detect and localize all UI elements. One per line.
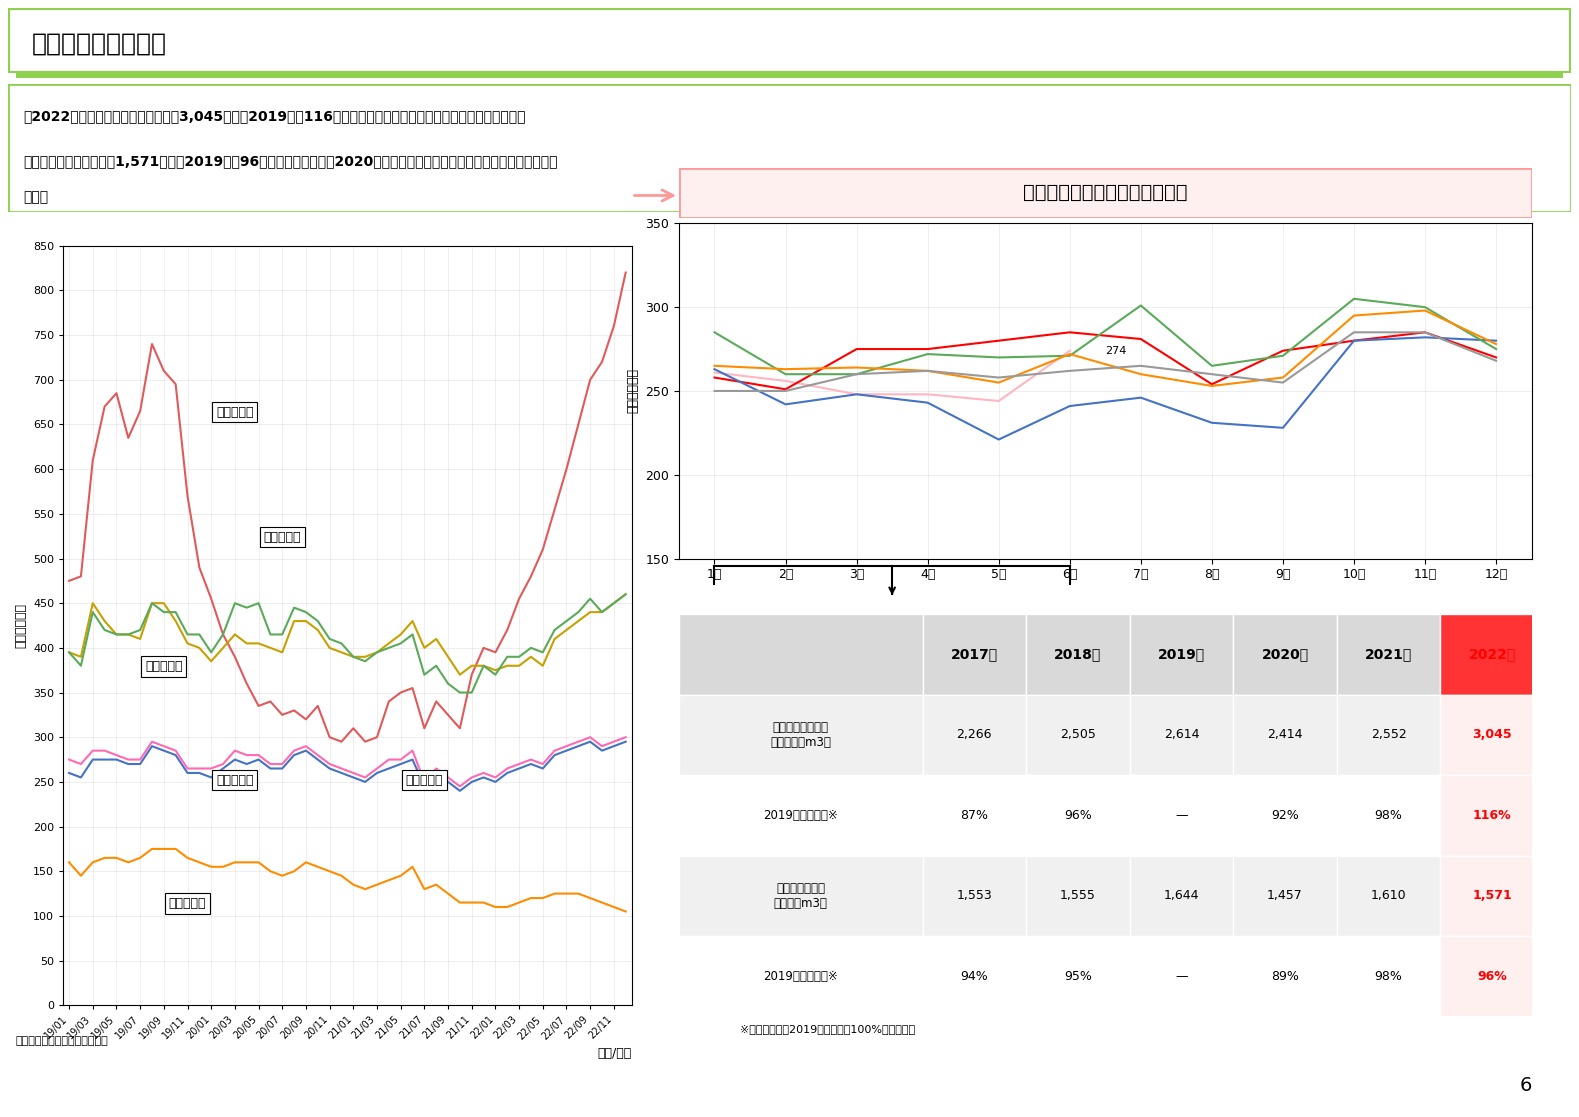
FancyBboxPatch shape bbox=[679, 614, 922, 695]
FancyBboxPatch shape bbox=[922, 614, 1026, 695]
Text: 2019年: 2019年 bbox=[1157, 648, 1205, 661]
Text: 2,614: 2,614 bbox=[1164, 728, 1198, 742]
FancyBboxPatch shape bbox=[1337, 936, 1440, 1016]
Text: ・2022年１～６月の原木の入荷量は3,045千㎥（2019年比116％）。現在の原木在庫量は高い水準となっている。: ・2022年１～６月の原木の入荷量は3,045千㎥（2019年比116％）。現在… bbox=[24, 108, 526, 123]
FancyBboxPatch shape bbox=[922, 775, 1026, 856]
Text: １～６月原木入荷
量合計（千m3）: １～６月原木入荷 量合計（千m3） bbox=[771, 720, 831, 750]
Text: 98%: 98% bbox=[1375, 809, 1402, 822]
Text: 92%: 92% bbox=[1271, 809, 1300, 822]
FancyBboxPatch shape bbox=[679, 936, 922, 1016]
FancyBboxPatch shape bbox=[1233, 775, 1337, 856]
FancyBboxPatch shape bbox=[8, 84, 1571, 212]
Text: 96%: 96% bbox=[1478, 970, 1506, 983]
Text: —: — bbox=[1175, 809, 1187, 822]
FancyBboxPatch shape bbox=[1440, 856, 1544, 936]
Text: １～６月出荷量
合計（千m3）: １～６月出荷量 合計（千m3） bbox=[774, 881, 827, 910]
FancyBboxPatch shape bbox=[1440, 936, 1544, 1016]
FancyBboxPatch shape bbox=[1337, 614, 1440, 695]
Text: 合板在庫量: 合板在庫量 bbox=[169, 897, 207, 910]
FancyBboxPatch shape bbox=[1026, 936, 1129, 1016]
Text: —: — bbox=[1175, 970, 1187, 983]
Text: 2022年: 2022年 bbox=[1468, 648, 1516, 661]
Text: 274: 274 bbox=[1105, 346, 1127, 355]
Text: 合板生産量: 合板生産量 bbox=[406, 774, 444, 786]
Text: 1,644: 1,644 bbox=[1164, 889, 1198, 903]
FancyBboxPatch shape bbox=[922, 856, 1026, 936]
Text: 3,045: 3,045 bbox=[1472, 728, 1511, 742]
FancyBboxPatch shape bbox=[1026, 614, 1129, 695]
Text: （２）合板（全国）: （２）合板（全国） bbox=[47, 36, 182, 60]
Text: 89%: 89% bbox=[1271, 970, 1300, 983]
Text: 6: 6 bbox=[1519, 1076, 1532, 1095]
FancyBboxPatch shape bbox=[1129, 775, 1233, 856]
Text: ※コロナ禍前の2019年の数値を100%とした比較: ※コロナ禍前の2019年の数値を100%とした比較 bbox=[741, 1024, 914, 1034]
Text: 2017年: 2017年 bbox=[951, 648, 998, 661]
Y-axis label: 数量（千㎥）: 数量（千㎥） bbox=[627, 369, 639, 413]
FancyBboxPatch shape bbox=[1233, 695, 1337, 775]
FancyBboxPatch shape bbox=[1026, 695, 1129, 775]
Text: 2021年: 2021年 bbox=[1364, 648, 1412, 661]
Text: 移。: 移。 bbox=[24, 190, 49, 203]
Text: 2,552: 2,552 bbox=[1371, 728, 1407, 742]
Text: 2,266: 2,266 bbox=[957, 728, 992, 742]
FancyBboxPatch shape bbox=[1129, 695, 1233, 775]
FancyBboxPatch shape bbox=[679, 856, 922, 936]
FancyBboxPatch shape bbox=[1233, 856, 1337, 936]
FancyBboxPatch shape bbox=[1337, 695, 1440, 775]
FancyBboxPatch shape bbox=[16, 11, 1563, 78]
FancyBboxPatch shape bbox=[679, 168, 1532, 218]
FancyBboxPatch shape bbox=[1026, 856, 1129, 936]
Text: 98%: 98% bbox=[1375, 970, 1402, 983]
Text: 2019年との比較※: 2019年との比較※ bbox=[763, 970, 838, 983]
FancyBboxPatch shape bbox=[679, 695, 922, 775]
FancyBboxPatch shape bbox=[8, 8, 1571, 73]
Text: 原木消費量: 原木消費量 bbox=[145, 660, 183, 674]
FancyBboxPatch shape bbox=[1337, 856, 1440, 936]
Text: 資料：農林水産省「合板統計」: 資料：農林水産省「合板統計」 bbox=[16, 1037, 109, 1047]
FancyBboxPatch shape bbox=[922, 936, 1026, 1016]
Text: 87%: 87% bbox=[960, 809, 988, 822]
Text: 1,457: 1,457 bbox=[1266, 889, 1303, 903]
Text: 原木入荷量: 原木入荷量 bbox=[264, 531, 302, 544]
Text: 2019年との比較※: 2019年との比較※ bbox=[763, 809, 838, 822]
X-axis label: （年/月）: （年/月） bbox=[597, 1047, 632, 1060]
FancyBboxPatch shape bbox=[1233, 936, 1337, 1016]
FancyBboxPatch shape bbox=[1129, 614, 1233, 695]
Text: 1,553: 1,553 bbox=[957, 889, 992, 903]
FancyBboxPatch shape bbox=[1337, 775, 1440, 856]
Text: 95%: 95% bbox=[1064, 970, 1091, 983]
Text: 2018年: 2018年 bbox=[1055, 648, 1102, 661]
FancyBboxPatch shape bbox=[1440, 614, 1544, 695]
Text: ・同様に合板の出荷量は1,571千㎥（2019年比96％）。合板在庫量は2020年５月から減少傾向に転じ、現在は低い水準で推: ・同様に合板の出荷量は1,571千㎥（2019年比96％）。合板在庫量は2020… bbox=[24, 154, 557, 168]
Y-axis label: 数量（千㎥）: 数量（千㎥） bbox=[14, 603, 27, 648]
Text: 2020年: 2020年 bbox=[1262, 648, 1309, 661]
Text: 1,610: 1,610 bbox=[1371, 889, 1407, 903]
Text: 合板出荷量: 合板出荷量 bbox=[216, 774, 254, 786]
FancyBboxPatch shape bbox=[679, 775, 922, 856]
Text: 96%: 96% bbox=[1064, 809, 1091, 822]
FancyBboxPatch shape bbox=[1129, 856, 1233, 936]
FancyBboxPatch shape bbox=[1026, 775, 1129, 856]
Text: （２）合板（全国）: （２）合板（全国） bbox=[32, 31, 166, 56]
Text: 94%: 94% bbox=[960, 970, 988, 983]
Text: 2,414: 2,414 bbox=[1268, 728, 1303, 742]
Text: 1,571: 1,571 bbox=[1472, 889, 1513, 903]
FancyBboxPatch shape bbox=[922, 695, 1026, 775]
FancyBboxPatch shape bbox=[1440, 695, 1544, 775]
FancyBboxPatch shape bbox=[1440, 775, 1544, 856]
Text: 116%: 116% bbox=[1473, 809, 1511, 822]
Text: 原木在庫量: 原木在庫量 bbox=[216, 405, 254, 419]
Text: 1,555: 1,555 bbox=[1060, 889, 1096, 903]
FancyBboxPatch shape bbox=[1233, 614, 1337, 695]
Text: 2,505: 2,505 bbox=[1060, 728, 1096, 742]
FancyBboxPatch shape bbox=[1129, 936, 1233, 1016]
Text: 合板出荷量の月別推移（全国）: 合板出荷量の月別推移（全国） bbox=[1023, 183, 1187, 202]
